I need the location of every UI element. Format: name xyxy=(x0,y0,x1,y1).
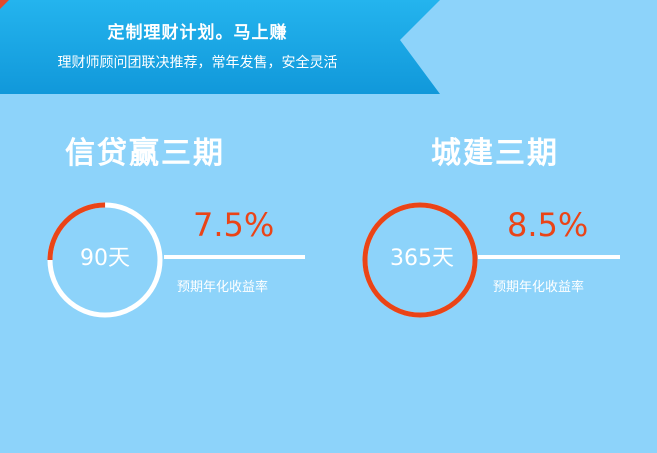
product-name: 城建三期 xyxy=(431,136,559,171)
ring-progress xyxy=(362,202,478,318)
corner-mark xyxy=(0,0,9,9)
banner-background xyxy=(0,0,440,94)
divider-line xyxy=(478,255,620,259)
rate-value: 7.5% xyxy=(193,206,275,244)
product-card-1[interactable]: 信贷赢三期 90天 7.5% 预期年化收益率 xyxy=(45,128,345,328)
term-progress-ring xyxy=(362,202,478,318)
term-progress-ring xyxy=(47,202,163,318)
rate-caption: 预期年化收益率 xyxy=(493,280,585,295)
promo-banner: 定制理财计划。马上赚 理财师顾问团联决推荐，常年发售，安全灵活 xyxy=(0,0,440,94)
rate-value: 8.5% xyxy=(507,206,589,244)
banner-subtitle: 理财师顾问团联决推荐，常年发售，安全灵活 xyxy=(57,55,338,71)
term-label: 365天 xyxy=(390,246,454,271)
rate-caption: 预期年化收益率 xyxy=(177,280,269,295)
banner-title: 定制理财计划。马上赚 xyxy=(107,23,288,43)
ring-progress xyxy=(47,202,163,318)
product-name: 信贷赢三期 xyxy=(65,136,225,171)
product-card-2[interactable]: 城建三期 365天 8.5% 预期年化收益率 xyxy=(360,128,657,328)
divider-line xyxy=(164,255,305,259)
term-label: 90天 xyxy=(80,246,130,271)
